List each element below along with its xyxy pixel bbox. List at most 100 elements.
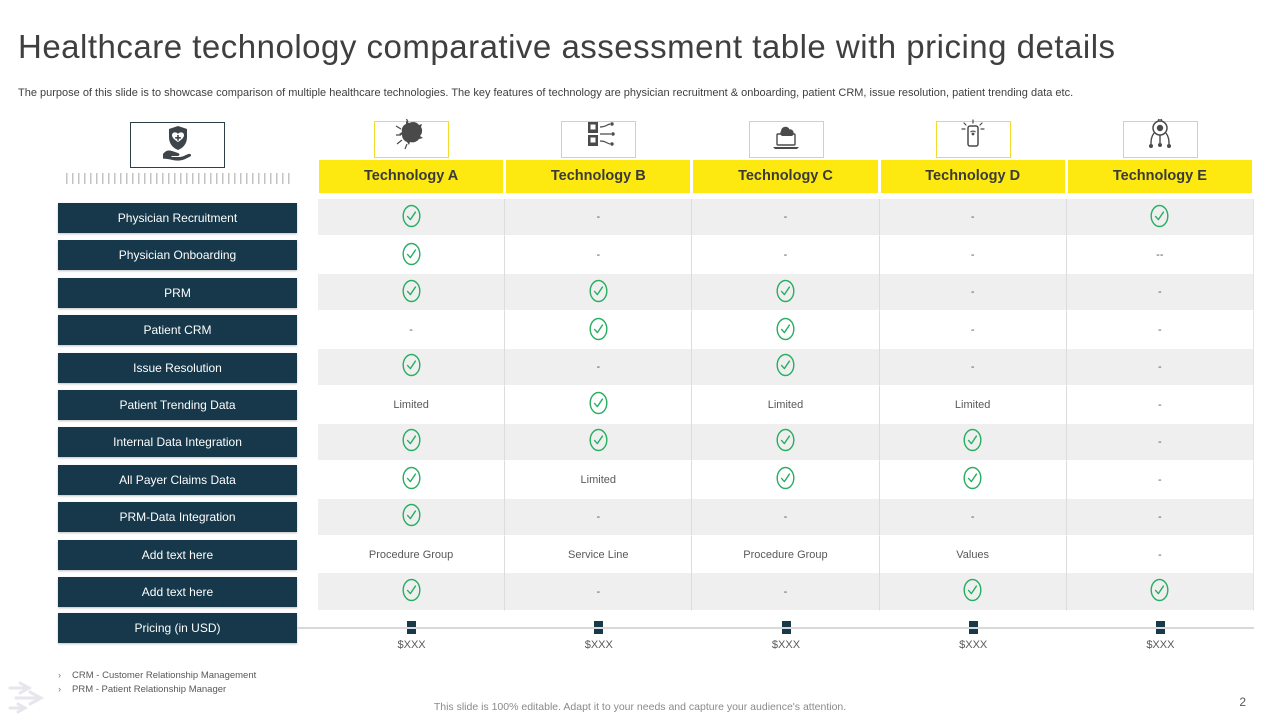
table-cell[interactable] xyxy=(318,461,506,499)
column-header[interactable]: Technology D xyxy=(880,160,1065,193)
pricing-value[interactable]: $XXX xyxy=(771,639,801,651)
table-cell[interactable] xyxy=(318,573,506,611)
check-circle-icon xyxy=(962,577,983,606)
table-cell[interactable]: - xyxy=(1067,535,1254,574)
table-cell[interactable]: - xyxy=(1067,311,1254,349)
table-cell[interactable]: Limited xyxy=(318,386,506,424)
table-cell[interactable] xyxy=(692,423,880,462)
row-label-pricing[interactable]: Pricing (in USD) xyxy=(58,613,297,643)
chevron-bullet-icon: › xyxy=(58,683,62,695)
table-cell[interactable]: - xyxy=(880,236,1067,274)
row-label[interactable]: Issue Resolution xyxy=(58,352,297,383)
row-label[interactable]: All Payer Claims Data xyxy=(58,464,297,495)
row-label[interactable]: Internal Data Integration xyxy=(58,427,297,458)
table-cell[interactable]: - xyxy=(318,311,506,349)
pricing-value[interactable]: $XXX xyxy=(397,639,426,651)
table-cell[interactable]: Procedure Group xyxy=(692,535,880,574)
table-cell[interactable]: - xyxy=(879,273,1067,312)
table-cell[interactable]: - xyxy=(1067,461,1254,499)
table-cell[interactable] xyxy=(505,386,693,424)
column-header[interactable]: Technology E xyxy=(1067,160,1252,193)
check-circle-icon xyxy=(962,427,983,456)
check-circle-icon xyxy=(401,502,422,531)
table-cell[interactable] xyxy=(879,423,1067,462)
table-cell[interactable]: - xyxy=(692,498,880,536)
table-row: Limited Limited Limited - xyxy=(318,386,1254,424)
table-cell[interactable]: - xyxy=(692,236,880,274)
table-cell[interactable] xyxy=(692,311,880,349)
row-label[interactable]: PRM-Data Integration xyxy=(58,502,297,533)
table-cell[interactable] xyxy=(318,348,506,387)
pricing-value[interactable]: $XXX xyxy=(959,639,988,651)
table-row: ---- xyxy=(318,498,1254,536)
check-circle-icon xyxy=(775,465,796,494)
table-cell[interactable] xyxy=(879,573,1067,611)
table-row: - xyxy=(318,423,1254,462)
check-circle-icon xyxy=(401,427,422,456)
table-cell[interactable]: -- xyxy=(1067,236,1254,274)
table-cell[interactable] xyxy=(692,348,880,387)
page-subtitle: The purpose of this slide is to showcase… xyxy=(18,87,1074,99)
row-label[interactable]: Physician Onboarding xyxy=(58,240,297,271)
table-row: -- xyxy=(318,573,1254,611)
table-cell[interactable]: Limited xyxy=(505,461,693,499)
table-cell[interactable]: - xyxy=(692,573,880,611)
table-cell[interactable]: Procedure Group xyxy=(318,535,506,574)
table-cell[interactable] xyxy=(692,461,880,499)
editable-note: This slide is 100% editable. Adapt it to… xyxy=(433,701,847,713)
table-row: --- xyxy=(318,199,1254,237)
row-label[interactable]: Patient CRM xyxy=(58,315,297,346)
table-cell[interactable] xyxy=(692,273,880,312)
table-row: --- xyxy=(318,348,1254,387)
check-circle-icon xyxy=(588,278,609,307)
table-cell[interactable]: - xyxy=(879,498,1067,536)
check-circle-icon xyxy=(401,465,422,494)
row-label[interactable]: Add text here xyxy=(58,577,297,608)
table-cell[interactable] xyxy=(318,199,506,237)
table-cell[interactable]: - xyxy=(505,348,693,387)
check-circle-icon xyxy=(588,390,609,419)
table-cell[interactable]: Service Line xyxy=(505,535,693,574)
table-cell[interactable]: - xyxy=(692,199,880,237)
table-cell[interactable]: - xyxy=(1066,273,1254,312)
table-cell[interactable]: - xyxy=(505,498,693,536)
table-cell[interactable]: - xyxy=(505,199,693,237)
table-cell[interactable] xyxy=(1066,573,1254,611)
table-cell[interactable] xyxy=(1066,199,1254,237)
column-header[interactable]: Technology B xyxy=(506,160,691,193)
table-cell[interactable]: - xyxy=(505,573,693,611)
table-cell[interactable] xyxy=(505,311,693,349)
smart-device-icon xyxy=(957,119,989,157)
table-cell[interactable] xyxy=(318,498,506,536)
table-cell[interactable]: - xyxy=(879,348,1067,387)
chevron-bullet-icon: › xyxy=(58,670,62,681)
pricing-value[interactable]: $XXX xyxy=(1146,639,1175,651)
row-label[interactable]: Physician Recruitment xyxy=(58,202,297,233)
page-number: 2 xyxy=(1239,695,1246,709)
table-cell[interactable]: Limited xyxy=(692,386,880,424)
table-cell[interactable]: - xyxy=(1067,386,1254,424)
table-cell[interactable] xyxy=(505,273,693,312)
pricing-value[interactable]: $XXX xyxy=(584,639,613,651)
table-cell[interactable]: - xyxy=(1066,423,1254,462)
table-cell[interactable]: Values xyxy=(880,535,1067,574)
table-cell[interactable]: - xyxy=(879,199,1067,237)
row-label[interactable]: PRM xyxy=(58,277,297,308)
row-label[interactable]: Patient Trending Data xyxy=(58,389,297,420)
column-header[interactable]: Technology A xyxy=(319,160,504,193)
table-cell[interactable]: - xyxy=(880,311,1067,349)
column-header[interactable]: Technology C xyxy=(693,160,878,193)
table-cell[interactable]: Limited xyxy=(880,386,1067,424)
row-label[interactable]: Add text here xyxy=(58,539,297,570)
table-cell[interactable] xyxy=(318,273,506,312)
table-cell[interactable]: - xyxy=(1066,498,1254,536)
table-cell[interactable] xyxy=(880,461,1067,499)
table-row: Procedure Group Service Line Procedure Gro… xyxy=(318,535,1254,574)
table-cell[interactable] xyxy=(318,236,506,274)
table-cell[interactable]: - xyxy=(1066,348,1254,387)
table-cell[interactable]: - xyxy=(505,236,693,274)
table-cell[interactable] xyxy=(318,423,506,462)
check-circle-icon xyxy=(775,316,796,345)
table-cell[interactable] xyxy=(505,423,693,462)
